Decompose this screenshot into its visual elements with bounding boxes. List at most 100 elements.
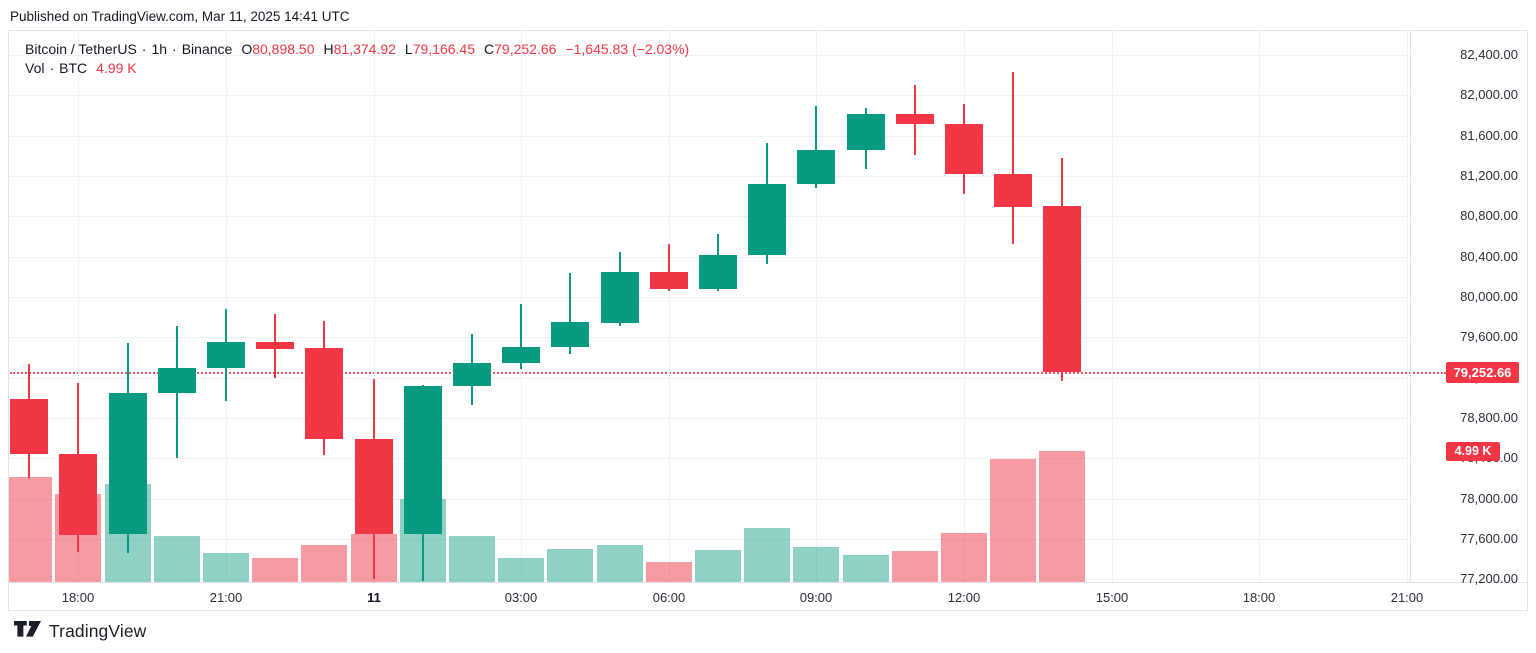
time-gridline	[226, 31, 227, 582]
candle-body	[10, 399, 48, 454]
volume-bar	[990, 459, 1036, 582]
volume-bar	[9, 477, 52, 582]
candle-body	[551, 322, 589, 347]
volume-bar	[793, 547, 839, 582]
candle-body	[945, 124, 983, 174]
candle-body	[797, 150, 835, 184]
high-group: H81,374.92	[324, 40, 396, 59]
time-axis-label: 18:00	[61, 590, 95, 605]
interval-value[interactable]: 1h	[151, 41, 168, 57]
price-gridline	[9, 499, 1410, 500]
candle-body	[256, 342, 294, 349]
low-group: L79,166.45	[405, 40, 475, 59]
volume-bar	[843, 555, 889, 582]
price-gridline	[9, 136, 1410, 137]
published-note: Published on TradingView.com, Mar 11, 20…	[10, 9, 350, 24]
volume-bar	[203, 553, 249, 582]
time-gridline	[78, 31, 79, 582]
time-gridline	[1112, 31, 1113, 582]
volume-bar	[449, 536, 495, 582]
chart-plot-area[interactable]	[9, 31, 1410, 582]
price-gridline	[9, 579, 1410, 580]
price-axis-label: 77,200.00	[1460, 571, 1518, 586]
legend-separator: ·	[141, 41, 147, 57]
change-value: −1,645.83 (−2.03%)	[565, 41, 690, 57]
candle-body	[748, 184, 786, 255]
time-gridline	[1407, 31, 1408, 582]
volume-value: 4.99 K	[96, 60, 137, 76]
candle-wick	[569, 273, 571, 354]
time-axis-label: 06:00	[652, 590, 686, 605]
candle-body	[305, 348, 343, 439]
exchange-name[interactable]: Binance	[181, 41, 233, 57]
price-axis-label: 82,400.00	[1460, 47, 1518, 62]
candle-body	[453, 363, 491, 386]
time-gridline	[374, 31, 375, 582]
price-gridline	[9, 176, 1410, 177]
price-axis-label: 80,800.00	[1460, 208, 1518, 223]
price-gridline	[9, 539, 1410, 540]
candle-body	[699, 255, 737, 289]
time-gridline	[816, 31, 817, 582]
low-label: L	[404, 41, 413, 57]
close-label: C	[484, 41, 495, 57]
chart-legend: Bitcoin / TetherUS · 1h · Binance O80,89…	[25, 40, 689, 78]
time-axis[interactable]: 18:00 21:00 11 03:00 06:00 09:00 12:00 15:00 18:…	[9, 583, 1527, 610]
price-gridline	[9, 95, 1410, 96]
time-axis-separator	[9, 582, 1527, 583]
time-axis-label: 03:00	[504, 590, 538, 605]
candle-body	[847, 114, 885, 150]
price-axis-separator	[1410, 31, 1411, 582]
candle-body	[207, 342, 245, 368]
candle-body	[502, 347, 540, 363]
volume-bar	[744, 528, 790, 582]
legend-symbol-row: Bitcoin / TetherUS · 1h · Binance O80,89…	[25, 40, 689, 59]
legend-separator: ·	[49, 60, 55, 76]
volume-bar	[941, 533, 987, 582]
last-price-line	[10, 372, 1446, 374]
price-axis[interactable]: 82,400.00 82,000.00 81,600.00 81,200.00 80,8…	[1411, 31, 1527, 586]
price-axis-label: 80,000.00	[1460, 289, 1518, 304]
volume-bar	[597, 545, 643, 582]
tradingview-logo-icon	[14, 621, 41, 637]
open-group: O80,898.50	[241, 40, 314, 59]
time-axis-label: 09:00	[799, 590, 833, 605]
candle-wick	[668, 244, 670, 291]
tradingview-logo-text: TradingView	[49, 621, 147, 641]
candle-wick	[1012, 72, 1014, 244]
candle-body	[404, 386, 442, 534]
legend-volume-row: Vol · BTC 4.99 K	[25, 59, 689, 78]
price-axis-label: 81,200.00	[1460, 168, 1518, 183]
volume-bar	[1039, 451, 1085, 582]
volume-unit: BTC	[59, 60, 88, 76]
volume-label[interactable]: Vol	[25, 60, 45, 76]
close-group: C79,252.66	[484, 40, 556, 59]
price-gridline	[9, 418, 1410, 419]
legend-separator: ·	[172, 41, 177, 57]
candle-wick	[520, 304, 522, 369]
time-gridline	[964, 31, 965, 582]
price-gridline	[9, 297, 1410, 298]
candle-body	[158, 368, 196, 393]
volume-bar	[154, 536, 200, 582]
time-axis-label: 12:00	[947, 590, 981, 605]
candle-body	[601, 272, 639, 323]
time-axis-label: 11	[367, 590, 381, 605]
high-value: 81,374.92	[333, 41, 396, 57]
price-axis-label: 78,000.00	[1460, 491, 1518, 506]
price-axis-label: 78,800.00	[1460, 410, 1518, 425]
close-value: 79,252.66	[494, 41, 557, 57]
time-gridline	[1259, 31, 1260, 582]
symbol-title[interactable]: Bitcoin / TetherUS	[25, 41, 137, 57]
price-gridline	[9, 378, 1410, 379]
price-axis-label: 80,400.00	[1460, 249, 1518, 264]
price-axis-label: 79,600.00	[1460, 329, 1518, 344]
volume-bar	[252, 558, 298, 582]
volume-bar	[646, 562, 692, 582]
open-value: 80,898.50	[252, 41, 315, 57]
open-label: O	[241, 41, 253, 57]
tradingview-logo[interactable]: TradingView	[14, 621, 146, 642]
candle-body	[1043, 206, 1081, 372]
price-gridline	[9, 458, 1410, 459]
